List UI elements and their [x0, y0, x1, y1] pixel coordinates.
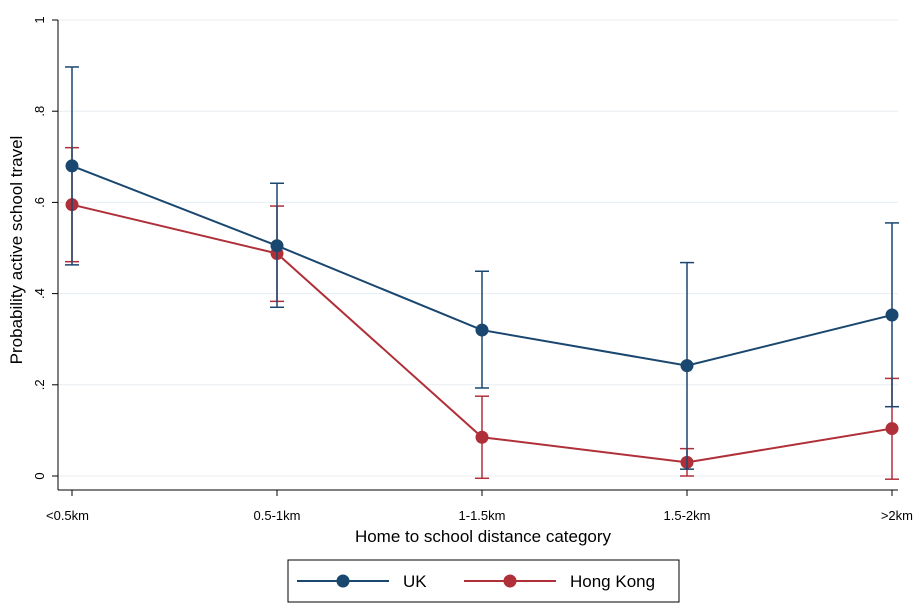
x-ticks: <0.5km 0.5-1km 1-1.5km 1.5-2km >2km: [46, 490, 913, 523]
data-point: [885, 308, 899, 322]
y-tick-label: .6: [32, 197, 47, 208]
x-tick-label: 1-1.5km: [459, 508, 506, 523]
series-layer: [65, 66, 899, 480]
data-point: [65, 159, 79, 173]
axes: [57, 20, 898, 491]
legend-item: Hong Kong: [464, 572, 655, 591]
legend-items: UK Hong Kong: [297, 572, 655, 591]
data-point: [680, 359, 694, 373]
data-point: [475, 323, 489, 337]
legend-item: UK: [297, 572, 427, 591]
x-tick-label: 1.5-2km: [664, 508, 711, 523]
y-axis-title: Probability active school travel: [7, 136, 26, 365]
y-tick-label: .8: [32, 106, 47, 117]
x-tick-label: 0.5-1km: [254, 508, 301, 523]
data-point: [885, 422, 899, 436]
legend: UK Hong Kong: [287, 559, 680, 603]
data-point: [475, 430, 489, 444]
legend-label: Hong Kong: [570, 572, 655, 591]
legend-swatch-marker: [336, 574, 350, 588]
y-tick-label: 0: [32, 472, 47, 479]
legend-label: UK: [403, 572, 427, 591]
x-tick-label: <0.5km: [46, 508, 89, 523]
y-ticks: 0 .2 .4 .6 .8 1: [32, 16, 58, 480]
y-tick-label: .2: [32, 379, 47, 390]
legend-swatch-marker: [503, 574, 517, 588]
y-tick-label: 1: [32, 16, 47, 23]
y-tick-label: .4: [32, 288, 47, 299]
x-axis-title: Home to school distance category: [355, 527, 612, 546]
series-uk: [65, 66, 899, 470]
x-tick-label: >2km: [881, 508, 913, 523]
data-point: [270, 239, 284, 253]
grid-lines: [59, 19, 898, 477]
